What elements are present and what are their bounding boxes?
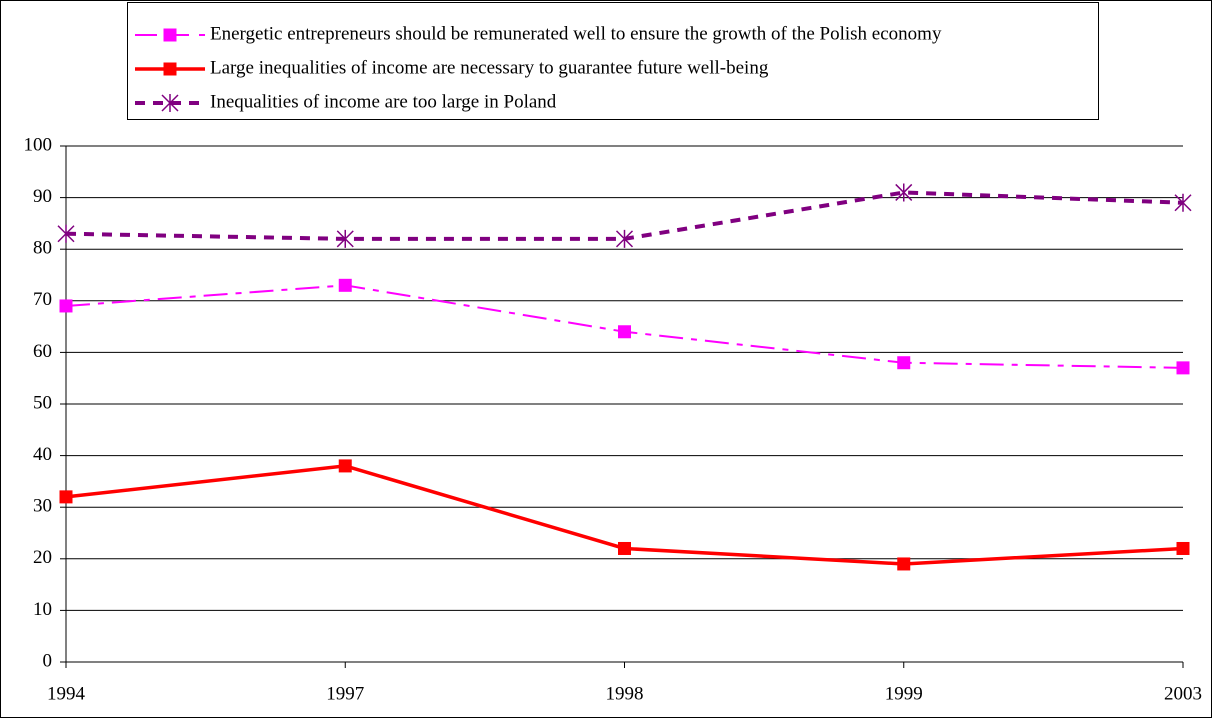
- data-point: [618, 541, 631, 555]
- x-tick-label: 1999: [885, 683, 923, 704]
- legend-marker: [161, 94, 179, 112]
- y-tick-label: 60: [33, 341, 52, 362]
- data-point: [1174, 193, 1192, 212]
- data-point: [336, 229, 354, 248]
- data-point: [338, 459, 352, 473]
- y-tick-label: 10: [33, 599, 52, 620]
- data-point: [615, 229, 634, 248]
- y-tick-label: 80: [33, 238, 52, 259]
- legend-label: Inequalities of income are too large in …: [210, 91, 557, 112]
- x-tick-label: 1994: [47, 683, 86, 704]
- x-tick-label: 1997: [326, 683, 364, 704]
- y-tick-label: 50: [33, 392, 52, 413]
- data-point: [618, 325, 631, 339]
- y-tick-label: 90: [33, 186, 52, 207]
- data-point: [57, 224, 75, 243]
- data-point: [897, 557, 911, 571]
- x-tick-label: 1998: [606, 683, 644, 704]
- legend-label: Large inequalities of income are necessa…: [210, 57, 769, 78]
- data-point: [897, 356, 911, 370]
- legend-marker: [163, 28, 177, 42]
- y-tick-label: 100: [24, 134, 53, 155]
- y-tick-label: 0: [43, 650, 53, 671]
- data-point: [1176, 361, 1190, 375]
- legend-marker: [163, 62, 177, 76]
- data-point: [59, 299, 73, 313]
- legend-label: Energetic entrepreneurs should be remune…: [210, 23, 942, 44]
- data-point: [1176, 541, 1190, 555]
- data-point: [338, 278, 352, 292]
- data-point: [895, 183, 913, 202]
- y-tick-label: 20: [33, 547, 52, 568]
- data-point: [59, 490, 73, 504]
- y-tick-label: 30: [33, 496, 52, 517]
- legend-box: [127, 2, 1099, 120]
- x-tick-label: 2003: [1164, 683, 1202, 704]
- y-tick-label: 70: [33, 289, 52, 310]
- y-tick-label: 40: [33, 444, 52, 465]
